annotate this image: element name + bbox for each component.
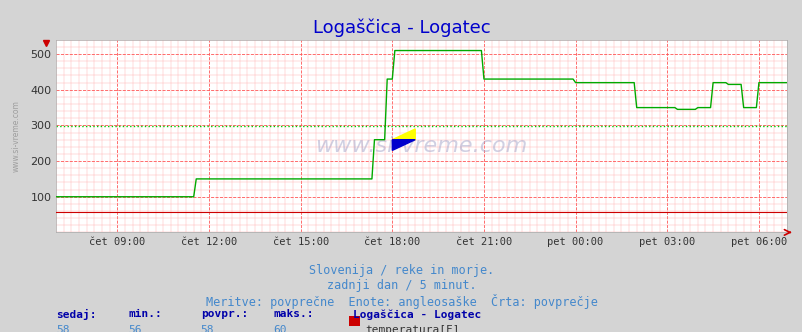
Text: Logaščica - Logatec: Logaščica - Logatec: [353, 309, 481, 320]
Text: Slovenija / reke in morje.: Slovenija / reke in morje.: [309, 264, 493, 277]
FancyBboxPatch shape: [349, 316, 359, 326]
Text: www.si-vreme.com: www.si-vreme.com: [11, 100, 21, 172]
Text: www.si-vreme.com: www.si-vreme.com: [315, 136, 527, 156]
Text: maks.:: maks.:: [273, 309, 313, 319]
Text: povpr.:: povpr.:: [200, 309, 248, 319]
Text: zadnji dan / 5 minut.: zadnji dan / 5 minut.: [326, 279, 476, 292]
Text: 58: 58: [200, 325, 214, 332]
Polygon shape: [392, 129, 415, 140]
Polygon shape: [392, 140, 415, 150]
Text: 60: 60: [273, 325, 286, 332]
Text: Logaščica - Logatec: Logaščica - Logatec: [312, 18, 490, 37]
Text: Meritve: povprečne  Enote: angleosaške  Črta: povprečje: Meritve: povprečne Enote: angleosaške Čr…: [205, 294, 597, 309]
Text: temperatura[F]: temperatura[F]: [365, 325, 460, 332]
Text: 56: 56: [128, 325, 142, 332]
Text: 58: 58: [56, 325, 70, 332]
Text: min.:: min.:: [128, 309, 162, 319]
Text: sedaj:: sedaj:: [56, 309, 96, 320]
